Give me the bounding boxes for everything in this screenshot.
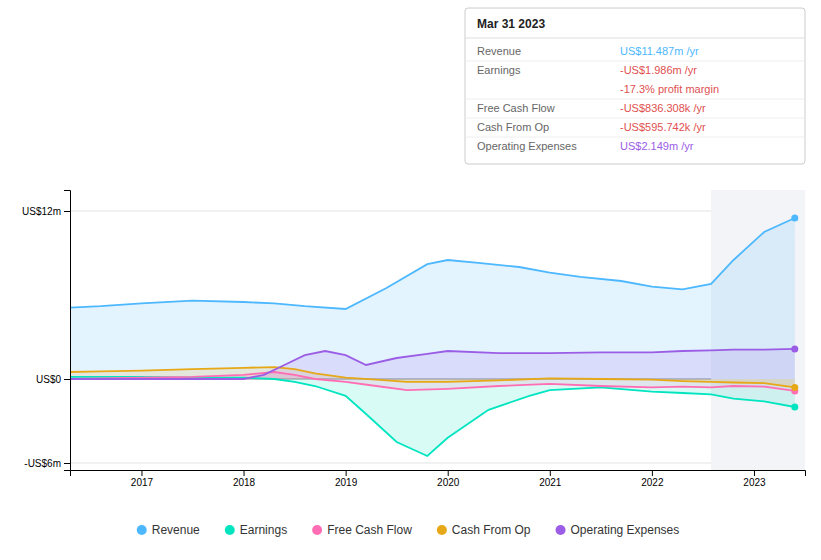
tick-label: 2020	[437, 477, 460, 488]
tick-label: 2022	[641, 477, 664, 488]
end-dot	[791, 384, 798, 391]
axis-line	[71, 471, 806, 477]
legend-item: Free Cash Flow	[312, 523, 412, 537]
tick-label: US$12m	[22, 206, 61, 217]
annotation-separator	[465, 61, 805, 62]
grid-line	[70, 211, 805, 212]
tick-mark	[141, 470, 142, 476]
chart-container: 2017 2018 2019 2020 2021 2022 2023 US$12m US$0 -U…	[0, 0, 821, 560]
legend-label: Earnings	[240, 523, 287, 537]
series-line	[70, 218, 795, 309]
tick: 2022	[641, 470, 664, 488]
tick-label: US$0	[36, 374, 61, 385]
annotation-separator	[465, 99, 805, 100]
tick: 2021	[539, 470, 562, 488]
tick-mark	[448, 470, 449, 476]
legend-swatch	[225, 525, 235, 535]
legend-swatch	[437, 525, 447, 535]
legend-label: Operating Expenses	[571, 523, 680, 537]
series-area	[70, 218, 795, 379]
end-dot	[791, 345, 798, 352]
legend-label: Cash From Op	[452, 523, 531, 537]
tick-label: 2018	[233, 477, 256, 488]
axis-line	[64, 191, 71, 471]
chart-svg: 2017 2018 2019 2020 2021 2022 2023 US$12m US$0 -U…	[0, 0, 821, 560]
legend-item: Operating Expenses	[556, 523, 680, 537]
annotation-box: Mar 31 2023 Revenue US$11.487m /yr Earnings…	[465, 8, 805, 164]
annotation-label: Free Cash Flow	[477, 102, 555, 114]
tick-label: 2019	[335, 477, 358, 488]
plot: 2017 2018 2019 2020 2021 2022 2023 US$12m US$0 -U…	[22, 190, 805, 488]
tick-mark	[64, 211, 70, 212]
y-axis: US$12m US$0 -US$6m	[22, 191, 70, 471]
annotation-value: US$11.487m /yr	[620, 45, 699, 57]
tick-mark	[64, 463, 70, 464]
annotation-title: Mar 31 2023	[477, 17, 545, 31]
annotation-label: Operating Expenses	[477, 140, 577, 152]
annotation-label: Earnings	[477, 64, 521, 76]
tick-mark	[346, 470, 347, 476]
tick-mark	[550, 470, 551, 476]
tick: 2018	[233, 470, 256, 488]
tick-mark	[652, 470, 653, 476]
end-dot	[791, 215, 798, 222]
annotation-value: -US$1.986m /yr	[620, 64, 697, 76]
legend-label: Revenue	[152, 523, 200, 537]
annotation-frame	[465, 8, 805, 164]
annotation-label: Revenue	[477, 45, 521, 57]
tick: 2017	[131, 470, 154, 488]
tick-mark	[244, 470, 245, 476]
legend-swatch	[312, 525, 322, 535]
legend-swatch	[137, 525, 147, 535]
tick-mark	[64, 379, 70, 380]
annotation-separator	[465, 118, 805, 119]
tick: US$12m	[22, 206, 70, 217]
annotation-value: -US$595.742k /yr	[620, 121, 706, 133]
annotation-value: -US$836.308k /yr	[620, 102, 706, 114]
annotation-value: -17.3% profit margin	[620, 83, 719, 95]
tick-label: 2017	[131, 477, 154, 488]
tick: US$0	[36, 374, 70, 385]
tick: 2023	[743, 470, 766, 488]
tick-label: -US$6m	[24, 458, 61, 469]
tick: 2019	[335, 470, 358, 488]
legend-label: Free Cash Flow	[327, 523, 412, 537]
annotation-value: US$2.149m /yr	[620, 140, 694, 152]
end-dot	[791, 404, 798, 411]
tick-label: 2021	[539, 477, 562, 488]
tick-label: 2023	[743, 477, 766, 488]
grid-line	[70, 463, 805, 464]
x-axis: 2017 2018 2019 2020 2021 2022 2023	[71, 470, 806, 488]
tick: 2020	[437, 470, 460, 488]
legend-swatch	[556, 525, 566, 535]
series-area	[70, 349, 795, 379]
annotation-separator	[465, 38, 805, 39]
legend-item: Revenue	[137, 523, 200, 537]
legend-item: Cash From Op	[437, 523, 531, 537]
annotation-separator	[465, 137, 805, 138]
tick-mark	[754, 470, 755, 476]
grid	[70, 211, 805, 463]
legend-item: Earnings	[225, 523, 287, 537]
legend: Revenue Earnings Free Cash Flow Cash From O…	[137, 523, 680, 537]
tick: -US$6m	[24, 458, 70, 469]
data-area	[70, 190, 805, 470]
series-line	[70, 349, 795, 379]
series-line	[70, 367, 795, 387]
annotation-label: Cash From Op	[477, 121, 549, 133]
